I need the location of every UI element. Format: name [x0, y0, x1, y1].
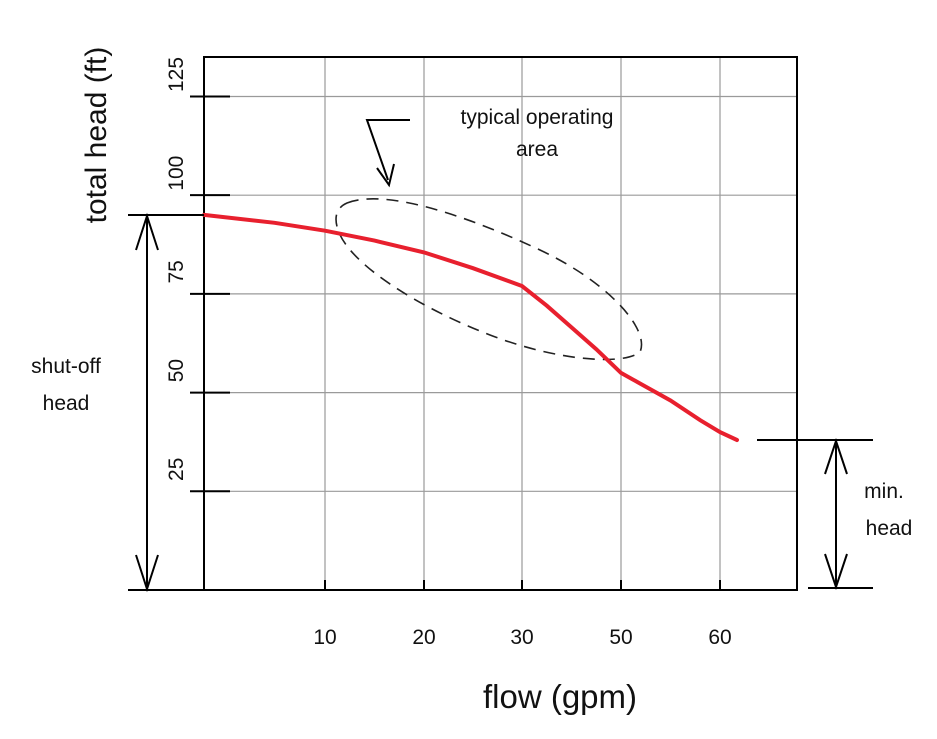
x-tick-label: 10	[313, 626, 336, 649]
x-tick-label: 60	[708, 626, 731, 649]
y-tick-label: 50	[165, 359, 188, 382]
series-line	[202, 212, 739, 442]
y-tick-label: 125	[165, 57, 188, 92]
minhead-label-line2: head	[866, 517, 913, 540]
minhead-arrowhead-top	[824, 437, 848, 475]
operating-area-callout: typical operating area	[365, 106, 614, 188]
y-tick-label: 75	[165, 260, 188, 283]
x-tick-label: 20	[412, 626, 435, 649]
y-tick-label: 100	[165, 156, 188, 191]
shutoff-arrowhead-top	[135, 212, 159, 251]
shutoff-arrowhead-bottom	[135, 554, 159, 593]
minhead-label-line1: min.	[864, 480, 904, 503]
x-axis-title: flow (gpm)	[483, 678, 637, 715]
plot-frame	[203, 56, 798, 591]
shutoff-label-line2: head	[43, 392, 90, 415]
x-tick-label: 30	[510, 626, 533, 649]
y-tick-label: 25	[165, 458, 188, 481]
ticks: 10 20 30 50 60 25 50 75 100 125	[165, 57, 732, 649]
operating-area-label-line1: typical operating	[461, 106, 614, 129]
y-axis-title: total head (ft)	[80, 47, 113, 224]
x-tick-label: 50	[609, 626, 632, 649]
operating-area-label-line2: area	[516, 138, 558, 161]
min-head-dimension: min. head	[757, 437, 913, 591]
shutoff-label-line1: shut-off	[31, 355, 101, 378]
operating-area-ellipse	[335, 198, 643, 361]
grid	[204, 57, 797, 590]
callout-arrow	[365, 119, 410, 181]
shutoff-head-dimension: shut-off head	[31, 212, 204, 593]
minhead-arrowhead-bottom	[824, 553, 848, 591]
callout-arrowhead	[376, 163, 395, 188]
